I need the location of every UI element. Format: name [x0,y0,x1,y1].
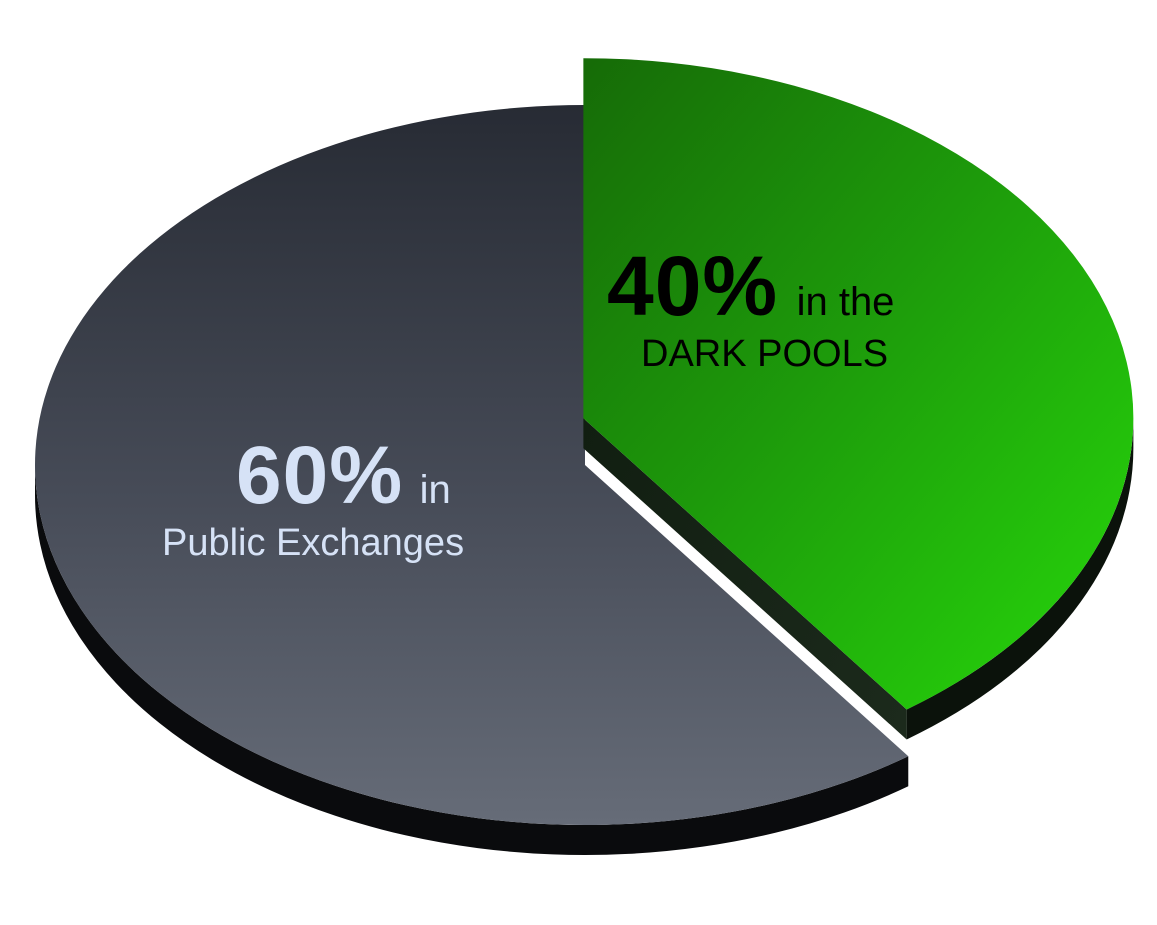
slice-public-exchanges-group [34,105,909,855]
percent-label-dark-pools: 40% in the [607,239,894,333]
percent-value: 40% [607,239,778,333]
slice-label-dark-pools: DARK POOLS [641,333,888,375]
slice-dark-pools [583,58,1134,710]
percent-label-public-exchanges: 60% in [236,430,451,521]
percent-value: 60% [236,430,403,521]
slice-label-public-exchanges: Public Exchanges [162,522,464,564]
percent-suffix: in the [797,280,895,324]
percent-suffix: in [420,468,451,512]
slice-public-exchanges [34,105,909,825]
label-dark-pools: 40% in the DARK POOLS [607,239,894,375]
label-public-exchanges: 60% in Public Exchanges [162,430,464,564]
slice-public-exchanges-side [35,465,909,855]
slice-dark-pools-rim [906,418,1134,740]
slice-dark-pools-group [583,58,1134,740]
